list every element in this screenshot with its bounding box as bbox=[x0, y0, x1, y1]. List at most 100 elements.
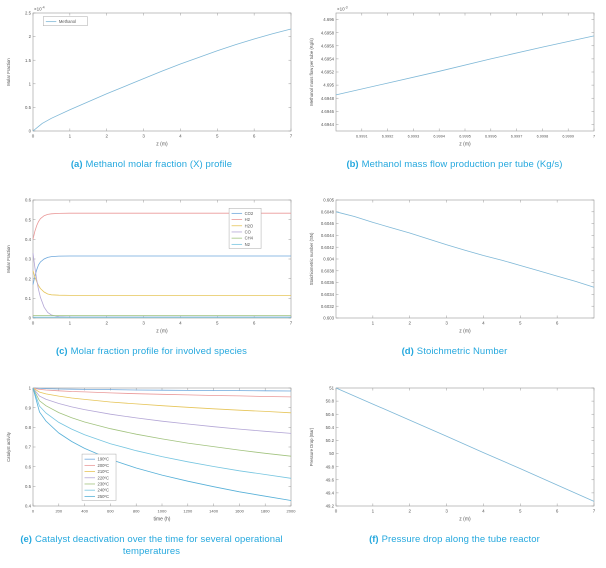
svg-text:z (m): z (m) bbox=[459, 517, 471, 523]
svg-text:50.6: 50.6 bbox=[326, 412, 335, 417]
svg-text:2: 2 bbox=[408, 509, 411, 514]
svg-text:0: 0 bbox=[32, 509, 35, 514]
svg-text:0.6042: 0.6042 bbox=[321, 245, 335, 250]
chart-a-methanol-molar-fraction: 0 1 2 3 4 5 6 7 0 0.5 1 1.5 2 2.5 z (m) Molar Fraction ×… bbox=[3, 3, 300, 155]
svg-text:0.6: 0.6 bbox=[25, 464, 32, 469]
svg-text:N2: N2 bbox=[245, 242, 251, 247]
caption-e-text: Catalyst deactivation over the time for … bbox=[34, 534, 283, 558]
svg-text:Molar Fraction: Molar Fraction bbox=[6, 58, 11, 86]
svg-text:Methanol mass flow per tube (K: Methanol mass flow per tube (Kg/s) bbox=[309, 38, 314, 106]
svg-text:1400: 1400 bbox=[209, 509, 219, 514]
svg-text:49.6: 49.6 bbox=[326, 477, 335, 482]
caption-b: (b) Methanol mass flow production per tub… bbox=[346, 159, 562, 171]
svg-text:2: 2 bbox=[105, 321, 108, 326]
svg-text:0.4: 0.4 bbox=[25, 237, 32, 242]
svg-text:1.5: 1.5 bbox=[25, 58, 32, 63]
caption-c-text: Molar fraction profile for involved spec… bbox=[70, 346, 248, 357]
svg-text:1: 1 bbox=[372, 321, 375, 326]
chart-b-methanol-mass-flow: 6.9991 6.9992 6.9993 6.9994 6.9995 6.9996 6.99… bbox=[306, 3, 603, 155]
svg-text:50: 50 bbox=[329, 451, 334, 456]
subplot-cell-e: 0 200 400 600 800 1000 1200 1400 1600 1800 2000 0.4… bbox=[0, 375, 303, 568]
svg-text:0.6038: 0.6038 bbox=[321, 268, 335, 273]
svg-text:1600: 1600 bbox=[235, 509, 245, 514]
subplot-cell-b: 6.9991 6.9992 6.9993 6.9994 6.9995 6.9996 6.99… bbox=[303, 0, 606, 187]
svg-text:0.6046: 0.6046 bbox=[321, 221, 335, 226]
svg-text:0.4: 0.4 bbox=[25, 504, 32, 509]
svg-text:Pressure Drop (Bar): Pressure Drop (Bar) bbox=[309, 427, 314, 466]
svg-text:220ºC: 220ºC bbox=[98, 475, 110, 480]
svg-text:6: 6 bbox=[253, 134, 256, 139]
subplot-a: 0 1 2 3 4 5 6 7 0 0.5 1 1.5 2 2.5 z (m) Molar Fraction ×… bbox=[3, 0, 300, 171]
svg-text:6.9991: 6.9991 bbox=[356, 135, 368, 139]
svg-text:0.6: 0.6 bbox=[25, 198, 32, 203]
svg-text:z (m): z (m) bbox=[156, 142, 168, 148]
svg-text:Stoichiometric number (SN): Stoichiometric number (SN) bbox=[309, 232, 314, 285]
svg-text:Methanol: Methanol bbox=[59, 19, 76, 24]
caption-f: (f) Pressure drop along the tube reactor bbox=[369, 534, 540, 546]
caption-d-label: (d) bbox=[401, 346, 414, 357]
svg-text:1: 1 bbox=[372, 509, 375, 514]
svg-text:240ºC: 240ºC bbox=[98, 488, 110, 493]
svg-text:6: 6 bbox=[253, 321, 256, 326]
caption-d-text: Stoichmetric Number bbox=[416, 346, 508, 357]
svg-text:0.6048: 0.6048 bbox=[321, 209, 335, 214]
svg-text:4: 4 bbox=[482, 321, 485, 326]
svg-text:3: 3 bbox=[142, 134, 145, 139]
svg-text:200ºC: 200ºC bbox=[98, 463, 110, 468]
caption-b-label: (b) bbox=[346, 159, 359, 170]
svg-text:3: 3 bbox=[445, 509, 448, 514]
svg-text:50.2: 50.2 bbox=[326, 438, 335, 443]
subplot-cell-c: 0 1 2 3 4 5 6 7 0 0.1 0.2 0.3 0.4 0.5 0.6 z (m) Molar Fr… bbox=[0, 187, 303, 375]
svg-text:190ºC: 190ºC bbox=[98, 457, 110, 462]
caption-e: (e) Catalyst deactivation over the time f… bbox=[9, 534, 294, 559]
svg-text:0.6034: 0.6034 bbox=[321, 292, 335, 297]
svg-text:4.6956: 4.6956 bbox=[321, 43, 335, 48]
svg-text:CO2: CO2 bbox=[245, 211, 254, 216]
svg-text:0.3: 0.3 bbox=[25, 257, 32, 262]
svg-text:50.4: 50.4 bbox=[326, 425, 335, 430]
svg-text:4.6948: 4.6948 bbox=[321, 96, 335, 101]
svg-text:0.6044: 0.6044 bbox=[321, 233, 335, 238]
svg-text:7: 7 bbox=[290, 134, 293, 139]
svg-text:1: 1 bbox=[29, 386, 32, 391]
svg-text:4.696: 4.696 bbox=[323, 17, 334, 22]
svg-text:6.9995: 6.9995 bbox=[459, 135, 471, 139]
svg-text:7: 7 bbox=[593, 135, 595, 139]
svg-text:Catalyst activity: Catalyst activity bbox=[6, 431, 11, 462]
svg-text:4: 4 bbox=[179, 134, 182, 139]
svg-text:2000: 2000 bbox=[287, 509, 297, 514]
svg-text:0: 0 bbox=[32, 321, 35, 326]
svg-text:4.695: 4.695 bbox=[323, 83, 334, 88]
subplot-e: 0 200 400 600 800 1000 1200 1400 1600 1800 2000 0.4… bbox=[3, 375, 300, 559]
caption-f-text: Pressure drop along the tube reactor bbox=[381, 534, 540, 545]
chart-d-stoichiometric-number: 1 2 3 4 5 6 0.603 0.6032 0.6034 0.6036 0.6038 0.604… bbox=[306, 190, 603, 342]
svg-text:2: 2 bbox=[408, 321, 411, 326]
svg-text:6.9998: 6.9998 bbox=[537, 135, 549, 139]
svg-text:7: 7 bbox=[593, 509, 596, 514]
svg-text:3: 3 bbox=[445, 321, 448, 326]
svg-text:400: 400 bbox=[81, 509, 88, 514]
svg-text:50.8: 50.8 bbox=[326, 399, 335, 404]
chart-e-catalyst-deactivation: 0 200 400 600 800 1000 1200 1400 1600 1800 2000 0.4… bbox=[3, 378, 300, 530]
svg-text:CH4: CH4 bbox=[245, 236, 254, 241]
svg-text:0.6036: 0.6036 bbox=[321, 280, 335, 285]
svg-text:1800: 1800 bbox=[261, 509, 271, 514]
svg-text:4.6946: 4.6946 bbox=[321, 109, 335, 114]
svg-text:6.9994: 6.9994 bbox=[433, 135, 445, 139]
svg-text:H2: H2 bbox=[245, 217, 251, 222]
svg-text:1000: 1000 bbox=[158, 509, 168, 514]
subplot-d: 1 2 3 4 5 6 0.603 0.6032 0.6034 0.6036 0.6038 0.604… bbox=[306, 187, 603, 358]
svg-text:6.9997: 6.9997 bbox=[511, 135, 523, 139]
subplot-cell-a: 0 1 2 3 4 5 6 7 0 0.5 1 1.5 2 2.5 z (m) Molar Fraction ×… bbox=[0, 0, 303, 187]
svg-text:5: 5 bbox=[519, 509, 522, 514]
svg-text:6: 6 bbox=[556, 321, 559, 326]
svg-text:1200: 1200 bbox=[183, 509, 193, 514]
svg-text:4.6954: 4.6954 bbox=[321, 56, 335, 61]
svg-text:0.7: 0.7 bbox=[25, 445, 32, 450]
svg-text:0.605: 0.605 bbox=[323, 198, 334, 203]
svg-text:z (m): z (m) bbox=[459, 329, 471, 335]
svg-text:2.5: 2.5 bbox=[25, 11, 32, 16]
svg-text:0.5: 0.5 bbox=[25, 217, 32, 222]
svg-text:0.8: 0.8 bbox=[25, 425, 32, 430]
